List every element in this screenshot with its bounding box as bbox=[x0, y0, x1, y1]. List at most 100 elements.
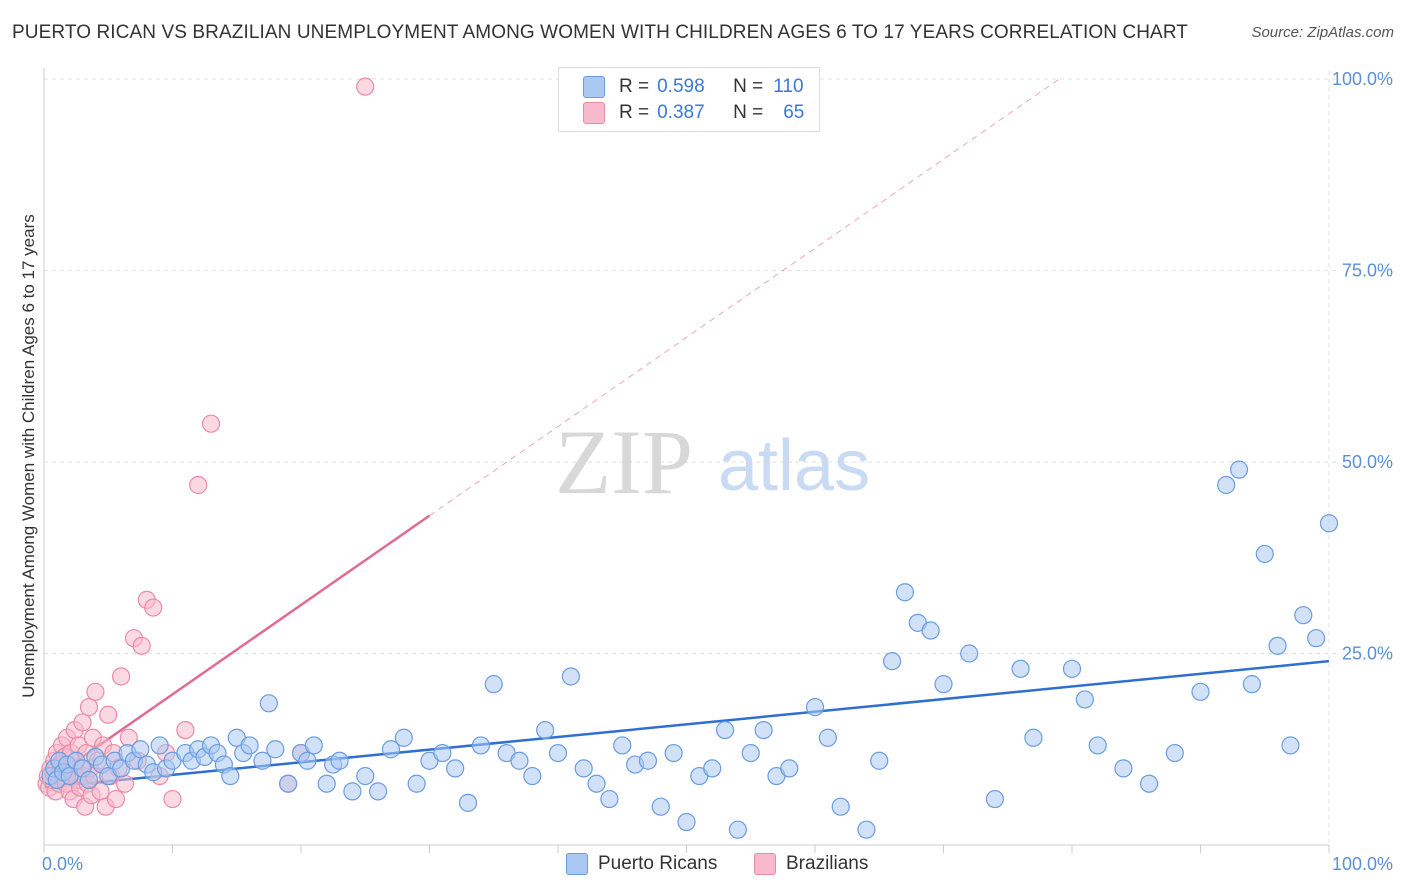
legend-r-label: R = bbox=[619, 76, 650, 97]
legend-row-puerto: R = 0.598 N = 110 bbox=[583, 75, 804, 99]
puerto-rican-point bbox=[715, 720, 735, 740]
puerto-rican-point bbox=[754, 720, 773, 740]
puerto-rican-point bbox=[536, 720, 555, 740]
brazilian-points bbox=[37, 77, 375, 816]
puerto-rican-point bbox=[600, 789, 619, 809]
correlation-legend: R = 0.598 N = 110 R = 0.387 N = 65 bbox=[558, 67, 820, 132]
puerto-rican-point bbox=[381, 740, 401, 759]
puerto-rican-point bbox=[253, 751, 272, 770]
legend-item-brazil: Brazilians bbox=[754, 852, 868, 876]
brazilian-point bbox=[176, 720, 195, 740]
tick-labels: 25.0% 50.0% 75.0% 100.0% 0.0% 100.0% bbox=[42, 69, 1393, 874]
puerto-rican-point bbox=[1255, 544, 1274, 564]
puerto-rican-point bbox=[741, 743, 760, 763]
puerto-rican-point bbox=[574, 759, 593, 778]
y-tick-label: 75.0% bbox=[1342, 261, 1393, 281]
gridlines bbox=[44, 71, 1337, 845]
legend-r-label: R = bbox=[619, 102, 650, 123]
brazilian-point bbox=[189, 475, 208, 495]
puerto-rican-point bbox=[317, 774, 336, 793]
watermark: ZIP atlas bbox=[555, 411, 870, 513]
puerto-rican-point bbox=[484, 675, 503, 694]
puerto-rican-point bbox=[407, 774, 426, 793]
puerto-rican-point bbox=[1011, 659, 1030, 678]
puerto-rican-point bbox=[587, 774, 606, 793]
brazilian-point bbox=[201, 414, 221, 433]
puerto-rican-point bbox=[1114, 759, 1133, 778]
brazilian-point bbox=[356, 77, 375, 96]
puerto-rican-point bbox=[394, 728, 413, 747]
puerto-rican-point bbox=[805, 698, 825, 717]
brazilian-point bbox=[163, 789, 182, 809]
puerto-rican-point bbox=[895, 583, 915, 602]
puerto-rican-point bbox=[458, 793, 478, 812]
puerto-rican-point bbox=[369, 782, 388, 801]
puerto-rican-point bbox=[446, 759, 465, 778]
puerto-rican-point bbox=[240, 736, 259, 755]
x-tick-label: 0.0% bbox=[42, 854, 83, 874]
puerto-rican-point bbox=[921, 621, 940, 640]
puerto-rican-point bbox=[131, 740, 150, 759]
puerto-rican-point bbox=[831, 797, 850, 816]
puerto-rican-point bbox=[150, 736, 169, 755]
puerto-rican-point bbox=[259, 694, 278, 713]
brazilian-point bbox=[144, 598, 163, 617]
puerto-rican-point bbox=[298, 751, 317, 770]
puerto-rican-point bbox=[1191, 682, 1210, 701]
puerto-rican-point bbox=[1088, 736, 1107, 755]
puerto-rican-point bbox=[613, 736, 632, 755]
puerto-rican-point bbox=[510, 751, 529, 770]
puerto-rican-point bbox=[279, 774, 298, 793]
puerto-rican-point bbox=[870, 751, 889, 770]
puerto-rican-trend-line bbox=[43, 659, 1330, 789]
brazilian-point bbox=[79, 698, 99, 717]
watermark-zip: ZIP bbox=[555, 411, 693, 513]
puerto-rican-point bbox=[882, 652, 902, 671]
puerto-rican-point bbox=[1024, 728, 1043, 747]
puerto-rican-point bbox=[561, 667, 580, 686]
puerto-rican-point bbox=[677, 812, 696, 832]
chart-title: PUERTO RICAN VS BRAZILIAN UNEMPLOYMENT A… bbox=[12, 22, 1189, 43]
legend-label-puerto: Puerto Ricans bbox=[598, 853, 718, 874]
legend-r-value: 0.598 bbox=[657, 76, 705, 97]
puerto-rican-point bbox=[1268, 636, 1287, 655]
puerto-rican-point bbox=[221, 766, 240, 786]
puerto-rican-point bbox=[1281, 736, 1300, 755]
legend-n-value: 110 bbox=[773, 76, 804, 97]
brazilian-point bbox=[106, 789, 126, 809]
legend-swatch-brazil bbox=[754, 853, 776, 875]
puerto-rican-point bbox=[1075, 690, 1094, 709]
puerto-rican-point bbox=[1217, 475, 1236, 495]
puerto-rican-point bbox=[934, 675, 953, 694]
puerto-rican-point bbox=[664, 743, 683, 763]
brazilian-point bbox=[115, 774, 135, 793]
puerto-rican-point bbox=[1242, 675, 1262, 694]
legend-n-label: N = bbox=[733, 76, 764, 97]
brazilian-point bbox=[132, 636, 151, 655]
legend-swatch-brazil bbox=[583, 102, 605, 124]
legend-row-brazil: R = 0.387 N = 65 bbox=[583, 101, 804, 125]
legend-n-value: 65 bbox=[783, 102, 805, 123]
puerto-rican-point bbox=[960, 644, 979, 663]
puerto-rican-point bbox=[857, 820, 876, 839]
y-tick-label: 100.0% bbox=[1332, 69, 1393, 89]
legend-label-brazil: Brazilians bbox=[786, 853, 869, 874]
legend-swatch-puerto bbox=[583, 76, 605, 98]
brazilian-point bbox=[73, 713, 92, 732]
puerto-rican-point bbox=[433, 743, 452, 763]
y-tick-label: 50.0% bbox=[1342, 452, 1393, 472]
puerto-rican-point bbox=[79, 770, 99, 789]
puerto-rican-point bbox=[703, 759, 722, 778]
brazilian-point bbox=[86, 682, 105, 701]
puerto-rican-point bbox=[1307, 629, 1326, 648]
brazilian-point bbox=[99, 705, 118, 724]
puerto-rican-point bbox=[1319, 514, 1339, 533]
puerto-rican-point bbox=[818, 728, 837, 747]
watermark-atlas: atlas bbox=[718, 426, 870, 506]
puerto-rican-point bbox=[330, 751, 349, 770]
puerto-rican-point bbox=[356, 766, 375, 786]
y-tick-label: 25.0% bbox=[1342, 644, 1393, 664]
puerto-rican-point bbox=[523, 766, 542, 786]
puerto-rican-points bbox=[41, 460, 1339, 839]
